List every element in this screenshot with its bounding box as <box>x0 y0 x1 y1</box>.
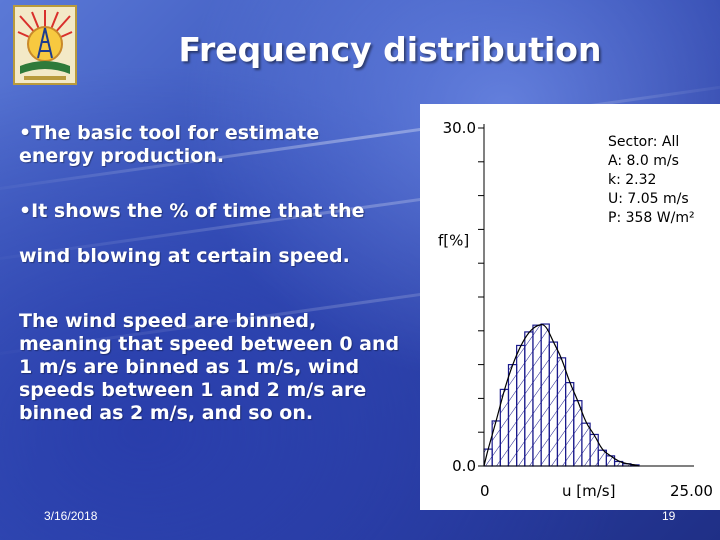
x-tick-label: 0 <box>480 482 490 500</box>
y-tick-label: 30.0 <box>443 119 476 137</box>
bullet-item: •It shows the % of time that the <box>19 200 365 222</box>
slide-title: Frequency distribution <box>178 30 602 69</box>
histogram-svg: 30.0 0.0 f[%] 0 25.00 u [m/s] Sector: All A: 8… <box>438 119 713 500</box>
slide-page-number: 19 <box>662 509 676 523</box>
bullet-item: •The basic tool for estimate energy prod… <box>19 122 320 167</box>
y-axis-label: f[%] <box>438 232 469 250</box>
histogram-bar <box>581 422 591 467</box>
histogram-bar <box>524 331 534 467</box>
histogram-bar <box>565 382 575 467</box>
histogram-bar <box>573 400 583 467</box>
y-tick-label: 0.0 <box>452 457 476 475</box>
stat-line: Sector: All <box>608 134 679 150</box>
weibull-fit-curve <box>483 324 640 467</box>
histogram-bar <box>516 344 526 467</box>
oil-refinery-emblem-icon <box>12 4 78 86</box>
stat-line: k: 2.32 <box>608 172 656 188</box>
histogram-bar <box>556 357 567 467</box>
frequency-histogram-chart: 30.0 0.0 f[%] 0 25.00 u [m/s] Sector: All A: 8… <box>420 104 720 510</box>
histogram-bar <box>491 420 501 467</box>
stat-line: U: 7.05 m/s <box>608 191 689 207</box>
stat-line: A: 8.0 m/s <box>608 153 679 169</box>
slide-date: 3/16/2018 <box>44 509 98 523</box>
bullet-item-continuation: wind blowing at certain speed. <box>19 245 350 267</box>
histogram-bar <box>540 323 550 467</box>
body-paragraph: The wind speed are binned, meaning that … <box>19 310 400 424</box>
histogram-bar <box>532 324 542 467</box>
x-tick-label: 25.00 <box>670 482 713 500</box>
x-axis-label: u [m/s] <box>562 482 615 500</box>
histogram-bar <box>548 341 559 467</box>
stat-line: P: 358 W/m² <box>608 210 695 226</box>
histogram-bar <box>507 364 518 467</box>
